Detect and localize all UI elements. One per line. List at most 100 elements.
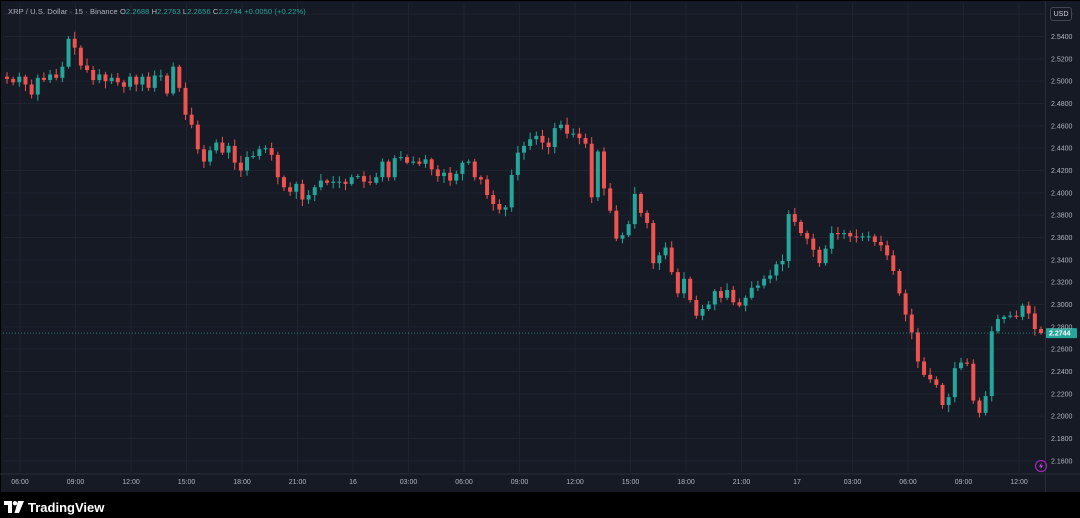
price-tick-label: 2.3600	[1051, 235, 1073, 242]
candle-body	[977, 400, 982, 413]
candle-body	[392, 158, 397, 178]
candle-body	[115, 77, 120, 83]
candle-body	[712, 291, 717, 305]
candle-body	[386, 161, 391, 178]
low-label: L	[182, 7, 188, 16]
candle-body	[1008, 315, 1013, 317]
candle-body	[380, 161, 385, 178]
price-axis[interactable]	[1045, 1, 1080, 492]
candle-body	[515, 152, 520, 175]
candle-body	[429, 159, 434, 170]
candle-body	[509, 174, 514, 208]
brand-name: TradingView	[28, 499, 105, 515]
candle-body	[275, 154, 280, 178]
candle-body	[417, 161, 422, 164]
time-tick-label: 06:00	[899, 479, 917, 486]
candle-body	[226, 145, 231, 153]
candle-body	[934, 379, 939, 385]
candle-body	[552, 128, 557, 148]
candle-body	[829, 233, 834, 249]
candle-body	[1026, 305, 1031, 314]
candle-body	[466, 161, 471, 163]
candle-body	[361, 176, 366, 182]
candle-body	[257, 149, 262, 156]
candle-body	[749, 287, 754, 298]
candle-body	[657, 255, 662, 264]
candle-body	[441, 172, 446, 177]
candle-body	[195, 124, 200, 150]
candle-body	[78, 47, 83, 66]
last-price-label: 2.2744	[1049, 331, 1071, 338]
candle-body	[281, 177, 286, 188]
candle-body	[546, 142, 551, 148]
price-axis-labels: 2.56002.54002.52002.50002.48002.46002.44…	[1051, 12, 1073, 466]
candle-body	[220, 142, 225, 153]
candle-body	[602, 151, 607, 189]
candle-body	[534, 135, 539, 140]
candle-body	[109, 77, 114, 82]
candle-body	[325, 180, 330, 183]
candle-body	[232, 145, 237, 163]
candle-body	[774, 264, 779, 276]
candle-body	[872, 236, 877, 242]
time-tick-label: 06:00	[455, 479, 473, 486]
candle-body	[915, 332, 920, 362]
candle-body	[700, 308, 705, 316]
candle-body	[952, 368, 957, 398]
candle-body	[405, 157, 410, 163]
candle-body	[349, 177, 354, 184]
candle-body	[368, 181, 373, 183]
candle-body	[743, 297, 748, 306]
last-price-line: 2.2744	[3, 328, 1077, 339]
price-tick-label: 2.1600	[1051, 458, 1073, 465]
candle-body	[675, 272, 680, 294]
candle-body	[189, 114, 194, 125]
candle-body	[842, 233, 847, 235]
candle-body	[343, 181, 348, 184]
candle-body	[983, 396, 988, 413]
candle-body	[214, 142, 219, 151]
candle-body	[152, 75, 157, 88]
candle-body	[97, 74, 102, 81]
time-tick-label: 21:00	[289, 479, 307, 486]
candle-body	[718, 291, 723, 298]
candle-body	[269, 148, 274, 155]
price-tick-label: 2.2800	[1051, 324, 1073, 331]
time-tick-label: 06:00	[11, 479, 29, 486]
tradingview-logo[interactable]: TradingView	[4, 499, 105, 515]
candle-body	[85, 65, 90, 70]
footer-bar	[0, 494, 1080, 518]
candle-body	[411, 161, 416, 163]
candle-body	[755, 285, 760, 288]
candle-body	[11, 78, 16, 83]
candle-body	[35, 77, 40, 95]
currency-button[interactable]: USD	[1050, 7, 1072, 21]
time-tick-label: 09:00	[67, 479, 85, 486]
candlestick-chart[interactable]: 2.2744 2.56002.54002.52002.50002.48002.4…	[0, 0, 1080, 494]
candle-body	[331, 181, 336, 183]
candle-body	[632, 193, 637, 225]
candle-body	[866, 236, 871, 238]
symbol-title[interactable]: XRP / U.S. Dollar · 15 · Binance	[8, 7, 118, 16]
candle-body	[128, 76, 133, 87]
candle-body	[798, 221, 803, 234]
candle-body	[737, 302, 742, 306]
candle-body	[878, 241, 883, 246]
candle-body	[312, 187, 317, 196]
price-tick-label: 2.1800	[1051, 436, 1073, 443]
candle-body	[238, 162, 243, 171]
candle-body	[940, 384, 945, 405]
candle-body	[522, 145, 526, 153]
candle-body	[23, 76, 28, 85]
price-tick-label: 2.4600	[1051, 123, 1073, 130]
time-tick-label: 17	[793, 479, 801, 486]
candle-body	[786, 214, 791, 261]
price-tick-label: 2.3400	[1051, 257, 1073, 264]
grid-lines	[0, 3, 1080, 475]
candle-body	[528, 139, 533, 146]
candle-body	[355, 176, 360, 178]
candle-body	[146, 76, 151, 88]
candle-body	[448, 172, 453, 181]
candle-body	[558, 124, 563, 129]
lightning-icon[interactable]	[1034, 459, 1048, 473]
